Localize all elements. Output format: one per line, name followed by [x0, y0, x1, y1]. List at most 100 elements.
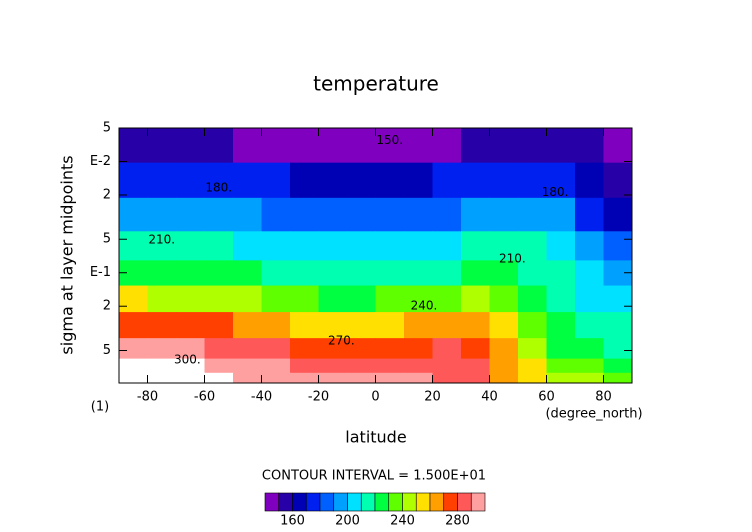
field-cell: [404, 260, 433, 287]
field-cell: [204, 231, 234, 261]
field-cell: [575, 358, 604, 374]
field-cell: [204, 285, 234, 313]
field-cell: [404, 197, 433, 232]
contour-label: 300.: [174, 353, 201, 367]
field-cell: [233, 260, 262, 287]
colorbar-box: [429, 492, 445, 512]
x-tick-label: 0: [371, 390, 379, 405]
field-cell: [518, 312, 547, 339]
field-cell: [290, 285, 319, 313]
field-cell: [546, 358, 576, 374]
field-cell: [404, 162, 433, 199]
field-cell: [119, 128, 148, 164]
colorbar-box: [278, 492, 293, 512]
field-cell: [575, 162, 604, 199]
field-cell: [318, 285, 348, 313]
field-cell: [261, 231, 291, 261]
y-tick-label: 5: [103, 232, 111, 247]
field-cell: [575, 197, 604, 232]
field-cell: [261, 312, 291, 339]
x-units: (degree_north): [545, 407, 642, 422]
x-tick-label: -60: [194, 390, 215, 405]
field-cell: [489, 312, 519, 339]
contour-interval: CONTOUR INTERVAL = 1.500E+01: [262, 469, 486, 484]
field-cell: [603, 358, 633, 374]
field-cell: [147, 197, 177, 232]
field-cell: [489, 197, 519, 232]
field-cell: [204, 338, 234, 360]
y-tick-label: E-1: [90, 265, 111, 280]
field-cell: [603, 128, 633, 164]
field-cell: [546, 128, 576, 164]
y-tick-label: 2: [103, 299, 111, 314]
colorbar-box: [305, 492, 321, 512]
field-cell: [233, 372, 262, 384]
field-cell: [575, 312, 604, 339]
x-tick-label: 60: [538, 390, 555, 405]
field-cell: [518, 197, 547, 232]
field-cell: [347, 162, 376, 199]
field-cell: [375, 312, 405, 339]
field-cell: [204, 260, 234, 287]
colorbar-box: [333, 492, 348, 512]
y-tick-label: E-2: [90, 154, 111, 169]
field-cell: [489, 372, 519, 384]
field-cell: [546, 372, 576, 384]
field-cell: [176, 372, 205, 384]
field-cell: [575, 372, 604, 384]
field-cell: [147, 162, 177, 199]
field-cell: [119, 285, 148, 313]
field-cell: [518, 358, 547, 374]
field-cell: [375, 358, 405, 374]
field-cell: [518, 162, 547, 199]
field-cell: [318, 372, 348, 384]
contour-label: 210.: [499, 251, 526, 265]
field-cell: [375, 338, 405, 360]
field-cell: [489, 358, 519, 374]
field-cell: [347, 338, 376, 360]
field-cell: [575, 260, 604, 287]
field-cell: [404, 372, 433, 384]
field-cell: [119, 312, 148, 339]
field-cell: [318, 338, 348, 360]
field-cell: [261, 372, 291, 384]
field-cell: [290, 358, 319, 374]
x-tick-label: -80: [137, 390, 158, 405]
field-cell: [375, 372, 405, 384]
field-cell: [489, 128, 519, 164]
field-cell: [233, 231, 262, 261]
field-cell: [404, 358, 433, 374]
field-cell: [432, 260, 462, 287]
field-cell: [147, 358, 177, 374]
field-cell: [233, 162, 262, 199]
field-cell: [119, 197, 148, 232]
colorbar-box: [402, 492, 417, 512]
field-cell: [347, 260, 376, 287]
field-cell: [176, 231, 205, 261]
field-cell: [176, 260, 205, 287]
field-cell: [119, 372, 148, 384]
field-cell: [461, 285, 490, 313]
field-cell: [119, 162, 148, 199]
field-cell: [461, 162, 490, 199]
field-cell: [147, 128, 177, 164]
field-cell: [603, 372, 633, 384]
contour-label: 210.: [148, 233, 175, 247]
field-cell: [404, 285, 433, 313]
contour-label: 180.: [205, 181, 232, 195]
field-cell: [290, 197, 319, 232]
field-cell: [147, 231, 177, 261]
field-cell: [603, 285, 633, 313]
field-cell: [546, 285, 576, 313]
field-cell: [546, 197, 576, 232]
field-cell: [461, 338, 490, 360]
field-cell: [489, 260, 519, 287]
field-cell: [432, 285, 462, 313]
field-cell: [404, 312, 433, 339]
colorbar-label: 240: [390, 514, 415, 529]
x-tick-label: -20: [308, 390, 329, 405]
colorbar-box: [415, 492, 431, 512]
colorbar-box: [374, 492, 390, 512]
field-cell: [204, 197, 234, 232]
